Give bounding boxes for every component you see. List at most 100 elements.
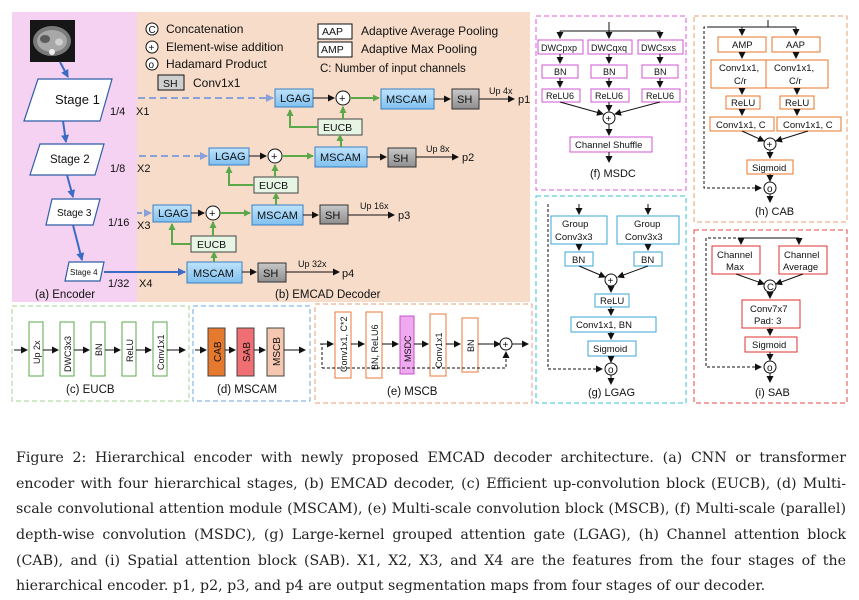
svg-text:(h) CAB: (h) CAB bbox=[755, 206, 794, 218]
svg-text:DWCqxq: DWCqxq bbox=[591, 43, 627, 53]
lgag-detail: Group Conv3x3 Group Conv3x3 BN BN + ReLU… bbox=[547, 204, 680, 399]
svg-text:Conv1x1: Conv1x1 bbox=[156, 334, 166, 370]
svg-text:ReLU: ReLU bbox=[125, 339, 135, 362]
svg-text:C/r: C/r bbox=[789, 76, 802, 87]
svg-text:AAP: AAP bbox=[322, 26, 343, 38]
svg-text:p4: p4 bbox=[342, 268, 354, 280]
svg-text:+: + bbox=[606, 114, 612, 125]
stage-1: Stage 1 bbox=[23, 78, 113, 122]
scale-3: 1/16 bbox=[108, 217, 129, 229]
svg-text:o: o bbox=[767, 184, 773, 195]
svg-text:CAB: CAB bbox=[213, 341, 224, 362]
svg-text:C: C bbox=[767, 282, 774, 293]
svg-text:SH: SH bbox=[393, 153, 408, 165]
svg-text:Up 4x: Up 4x bbox=[489, 86, 513, 96]
encoder-label: (a) Encoder bbox=[35, 289, 95, 301]
svg-text:(c) EUCB: (c) EUCB bbox=[66, 384, 115, 396]
svg-text:+: + bbox=[339, 93, 345, 105]
svg-text:Sigmoid: Sigmoid bbox=[593, 344, 627, 355]
svg-text:SH: SH bbox=[457, 94, 472, 106]
svg-text:C: C bbox=[149, 25, 156, 36]
svg-text:Group: Group bbox=[634, 219, 660, 230]
svg-text:Group: Group bbox=[562, 219, 588, 230]
svg-text:o: o bbox=[767, 363, 773, 374]
svg-text:Stage 2: Stage 2 bbox=[50, 154, 90, 166]
svg-text:o: o bbox=[608, 365, 614, 376]
svg-text:SH: SH bbox=[263, 268, 278, 280]
svg-text:Conv1x1, C*2: Conv1x1, C*2 bbox=[339, 316, 349, 372]
scale-4: 1/32 bbox=[108, 278, 129, 290]
svg-text:Conv3x3: Conv3x3 bbox=[625, 232, 663, 243]
svg-text:MSCB: MSCB bbox=[272, 337, 283, 366]
svg-text:(i) SAB: (i) SAB bbox=[755, 387, 790, 399]
stage-2: Stage 2 bbox=[29, 143, 105, 176]
svg-text:ReLU: ReLU bbox=[731, 98, 755, 109]
svg-text:ReLU6: ReLU6 bbox=[646, 91, 674, 101]
svg-text:p3: p3 bbox=[398, 210, 410, 222]
svg-text:BN, ReLU6: BN, ReLU6 bbox=[370, 324, 380, 370]
svg-text:EUCB: EUCB bbox=[323, 122, 352, 134]
decoder-label: (b) EMCAD Decoder bbox=[275, 289, 381, 301]
svg-text:AMP: AMP bbox=[732, 40, 753, 51]
svg-text:Conv1x1, C: Conv1x1, C bbox=[716, 120, 766, 131]
stage-4: Stage 4 bbox=[64, 261, 105, 282]
svg-text:+: + bbox=[271, 151, 277, 163]
sab-detail: Channel Max Channel Average C Conv7x7 Pa… bbox=[705, 237, 828, 399]
svg-text:ReLU: ReLU bbox=[785, 98, 809, 109]
svg-text:SAB: SAB bbox=[242, 342, 253, 362]
legend: C Concatenation + Element-wise addition … bbox=[145, 22, 498, 91]
svg-text:LGAG: LGAG bbox=[215, 151, 246, 163]
svg-text:MSDC: MSDC bbox=[403, 335, 413, 362]
svg-text:Max: Max bbox=[726, 262, 744, 273]
svg-text:(f) MSDC: (f) MSDC bbox=[590, 168, 636, 180]
svg-text:DWCpxp: DWCpxp bbox=[541, 43, 577, 53]
svg-text:Average: Average bbox=[783, 262, 818, 273]
svg-text:(d) MSCAM: (d) MSCAM bbox=[217, 384, 277, 396]
svg-text:+: + bbox=[503, 340, 509, 351]
svg-text:SH: SH bbox=[163, 78, 178, 90]
svg-text:Channel: Channel bbox=[784, 250, 819, 261]
svg-text:+: + bbox=[209, 208, 215, 220]
feature-x2: X2 bbox=[137, 163, 150, 175]
svg-text:Conv7x7: Conv7x7 bbox=[750, 304, 788, 315]
svg-text:BN: BN bbox=[554, 67, 567, 77]
svg-text:Conv1x1, C: Conv1x1, C bbox=[783, 120, 833, 131]
svg-text:Hadamard Product: Hadamard Product bbox=[166, 57, 267, 71]
svg-text:BN: BN bbox=[641, 255, 654, 266]
svg-text:MSCAM: MSCAM bbox=[320, 152, 361, 164]
svg-text:SH: SH bbox=[325, 210, 340, 222]
feature-x4: X4 bbox=[139, 278, 152, 290]
svg-text:ReLU6: ReLU6 bbox=[595, 91, 623, 101]
svg-text:Up 2x: Up 2x bbox=[32, 340, 42, 364]
mscb-detail: Conv1x1, C*2 BN, ReLU6 MSDC Conv1x1 BN +… bbox=[320, 311, 529, 398]
svg-text:p2: p2 bbox=[462, 152, 474, 164]
svg-text:Channel: Channel bbox=[717, 250, 752, 261]
feature-x3: X3 bbox=[137, 220, 150, 232]
svg-text:Concatenation: Concatenation bbox=[166, 22, 243, 36]
svg-text:DWCsxs: DWCsxs bbox=[641, 43, 676, 53]
svg-text:MSCAM: MSCAM bbox=[257, 210, 298, 222]
feature-x1: X1 bbox=[136, 106, 149, 118]
svg-text:BN: BN bbox=[603, 67, 616, 77]
svg-text:Up 32x: Up 32x bbox=[298, 259, 327, 269]
svg-text:DWC3x3: DWC3x3 bbox=[63, 336, 73, 372]
svg-text:+: + bbox=[767, 140, 773, 151]
svg-text:Conv1x1, BN: Conv1x1, BN bbox=[576, 320, 632, 331]
svg-text:Pad: 3: Pad: 3 bbox=[754, 316, 781, 327]
svg-text:Sigmoid: Sigmoid bbox=[752, 163, 786, 174]
ct-scan-image bbox=[30, 20, 75, 62]
svg-text:Stage 3: Stage 3 bbox=[57, 208, 92, 219]
svg-text:MSCAM: MSCAM bbox=[193, 268, 234, 280]
svg-text:BN: BN bbox=[654, 67, 667, 77]
svg-text:+: + bbox=[149, 43, 155, 54]
scale-1: 1/4 bbox=[110, 106, 125, 118]
svg-text:Adaptive Max Pooling: Adaptive Max Pooling bbox=[361, 42, 477, 56]
svg-text:(g) LGAG: (g) LGAG bbox=[588, 387, 635, 399]
svg-text:Element-wise addition: Element-wise addition bbox=[166, 40, 283, 54]
mscam-detail: CAB SAB MSCB (d) MSCAM bbox=[195, 327, 306, 396]
svg-text:Adaptive Average Pooling: Adaptive Average Pooling bbox=[361, 24, 498, 38]
scale-2: 1/8 bbox=[110, 163, 125, 175]
svg-text:BN: BN bbox=[466, 339, 476, 352]
svg-text:p1: p1 bbox=[518, 94, 530, 106]
cab-detail: AMP AAP Conv1x1, C/r Conv1x1, C/r ReLU R… bbox=[703, 20, 842, 218]
